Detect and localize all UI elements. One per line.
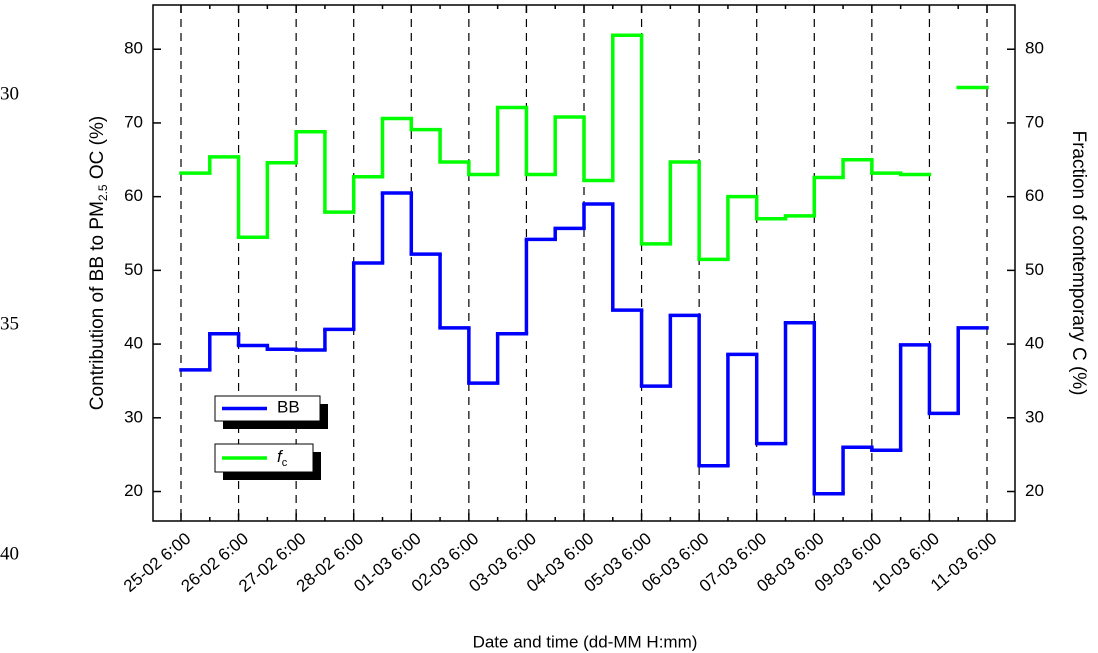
y2-tick-label: 70 bbox=[1025, 112, 1044, 131]
x-axis-label: Date and time (dd-MM H:mm) bbox=[473, 632, 698, 651]
y2-tick-label: 80 bbox=[1025, 39, 1044, 58]
legend-sub: c bbox=[282, 457, 288, 469]
legend-box bbox=[214, 395, 321, 422]
legend-label: BB bbox=[277, 398, 300, 417]
y-tick-label: 60 bbox=[124, 186, 143, 205]
y-tick-label: 50 bbox=[124, 260, 143, 279]
margin-number: 30 bbox=[0, 83, 19, 104]
y-tick-label: 70 bbox=[124, 112, 143, 131]
y2-tick-label: 50 bbox=[1025, 260, 1044, 279]
y-tick-label: 80 bbox=[124, 39, 143, 58]
y2-tick-label: 30 bbox=[1025, 407, 1044, 426]
y-tick-label: 20 bbox=[124, 481, 143, 500]
y-tick-label: 40 bbox=[124, 334, 143, 353]
y-label-tail: OC (%) bbox=[87, 116, 108, 185]
y2-tick-label: 20 bbox=[1025, 481, 1044, 500]
legend-name: f bbox=[277, 447, 284, 466]
y-tick-label: 30 bbox=[124, 407, 143, 426]
legend-name: BB bbox=[277, 398, 300, 417]
margin-number: 40 bbox=[0, 543, 19, 564]
legend-label: fc bbox=[277, 447, 288, 468]
plot-frame bbox=[152, 4, 1016, 522]
y-axis-label: Contribution of BB to PM2.5 OC (%) bbox=[87, 116, 110, 410]
y2-tick-label: 60 bbox=[1025, 186, 1044, 205]
y-label-sub: 2.5 bbox=[96, 184, 110, 201]
y-label-text: Contribution of BB to PM bbox=[87, 201, 108, 410]
y2-tick-label: 40 bbox=[1025, 334, 1044, 353]
margin-number: 35 bbox=[0, 313, 19, 334]
y2-axis-label: Fraction of contemporary C (%) bbox=[1068, 130, 1089, 395]
